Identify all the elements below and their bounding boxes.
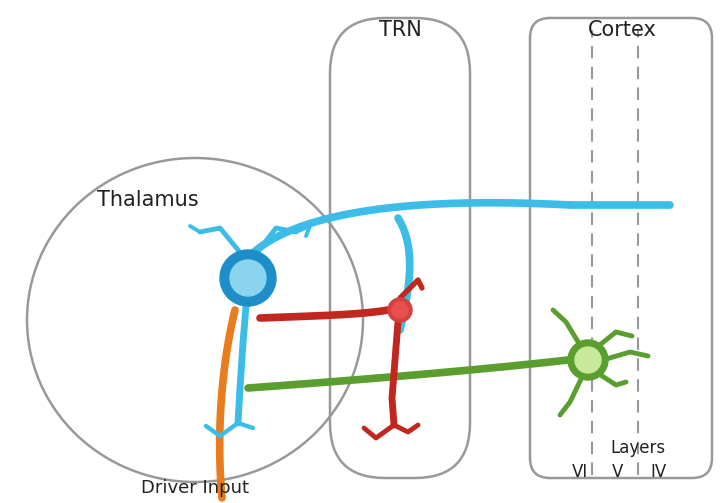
- Text: VI: VI: [572, 463, 588, 481]
- Text: V: V: [612, 463, 624, 481]
- Text: Thalamus: Thalamus: [97, 190, 199, 210]
- Text: Cortex: Cortex: [588, 20, 657, 40]
- Circle shape: [575, 347, 601, 373]
- Text: TRN: TRN: [379, 20, 421, 40]
- Text: IV: IV: [650, 463, 666, 481]
- Circle shape: [392, 302, 408, 318]
- Circle shape: [220, 250, 276, 306]
- Text: Layers: Layers: [611, 439, 665, 457]
- Circle shape: [230, 260, 266, 296]
- Circle shape: [388, 298, 412, 322]
- Circle shape: [568, 340, 608, 380]
- Text: Driver Input: Driver Input: [141, 479, 249, 497]
